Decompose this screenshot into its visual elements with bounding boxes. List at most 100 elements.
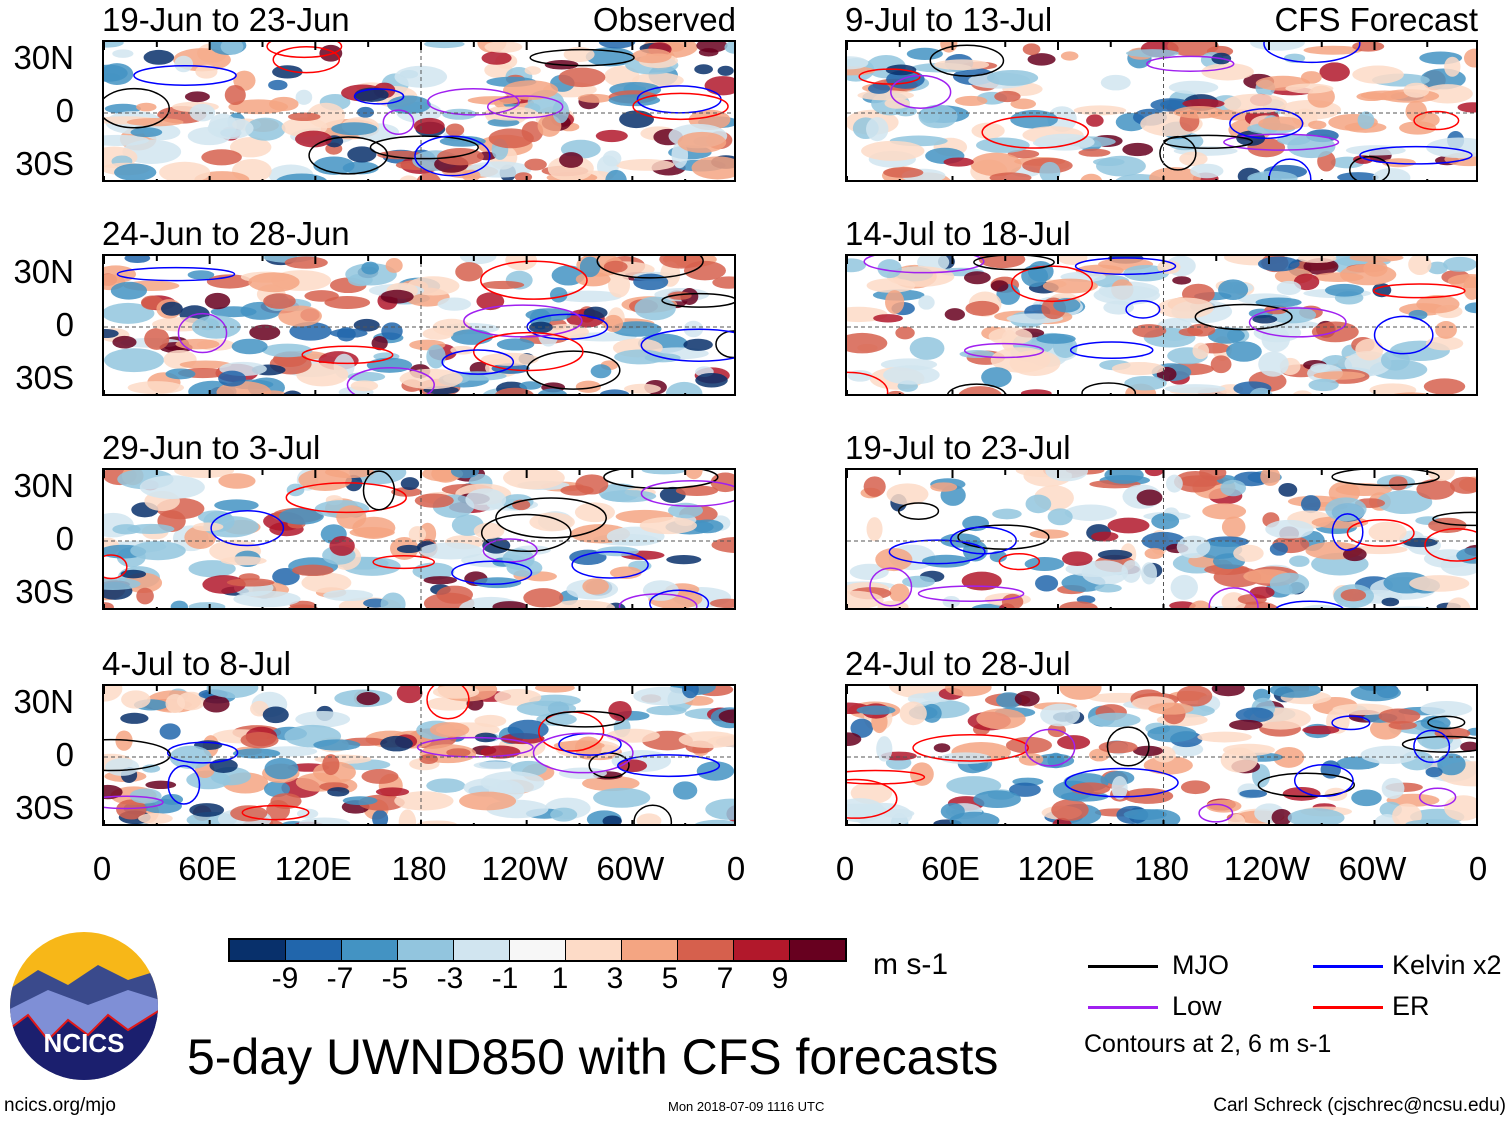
anomaly-patch (1464, 302, 1476, 314)
anomaly-patch (1060, 51, 1079, 61)
anomaly-patch (1228, 813, 1246, 824)
anomaly-patch (847, 332, 888, 354)
anomaly-patch (946, 776, 1002, 796)
anomaly-patch (375, 787, 410, 797)
anomaly-patch (278, 305, 322, 327)
anomaly-patch (1141, 562, 1158, 585)
anomaly-patch (1287, 135, 1336, 159)
colorbar-swatch (342, 940, 398, 960)
anomaly-patch (240, 731, 279, 749)
wave-contour (1373, 315, 1434, 355)
anomaly-patch (1136, 489, 1163, 506)
wave-contour (912, 733, 1029, 762)
anomaly-patch (295, 89, 313, 105)
figure-title: 5-day UWND850 with CFS forecasts (187, 1029, 999, 1085)
anomaly-patch (437, 297, 472, 311)
anomaly-patch (1408, 256, 1432, 276)
anomaly-patch (1460, 741, 1476, 752)
anomaly-patch (863, 476, 886, 497)
anomaly-patch (1122, 142, 1154, 157)
anomaly-patch (1303, 45, 1363, 55)
colorbar (228, 938, 847, 962)
anomaly-patch (188, 560, 236, 578)
anomaly-patch (503, 80, 559, 100)
anomaly-patch (361, 769, 399, 784)
wave-contour (133, 65, 237, 86)
anomaly-patch (1449, 476, 1476, 494)
anomaly-patch (408, 526, 427, 543)
anomaly-patch (204, 292, 231, 310)
anomaly-patch (1143, 755, 1193, 775)
anomaly-patch (847, 803, 887, 817)
footer-url[interactable]: ncics.org/mjo (4, 1095, 116, 1116)
anomaly-patch (143, 49, 175, 65)
anomaly-patch (220, 42, 244, 55)
legend-er-line (1313, 1006, 1383, 1009)
anomaly-patch (218, 473, 256, 489)
anomaly-patch (138, 812, 173, 824)
anomaly-patch (603, 260, 628, 273)
anomaly-patch (459, 791, 517, 811)
anomaly-patch (295, 130, 333, 148)
map-panel (845, 468, 1478, 610)
anomaly-patch (104, 602, 114, 608)
anomaly-patch (882, 808, 915, 819)
anomaly-patch (482, 537, 511, 554)
anomaly-patch (1202, 503, 1247, 520)
wave-contour (632, 92, 729, 121)
anomaly-patch (1040, 703, 1081, 727)
anomaly-patch (1423, 378, 1466, 394)
lon-label: 0 (835, 850, 855, 887)
anomaly-patch (496, 338, 535, 351)
anomaly-patch (304, 290, 339, 302)
anomaly-patch (1124, 375, 1167, 391)
anomaly-patch (602, 150, 622, 167)
lon-label: 0 (726, 850, 746, 887)
anomaly-patch (385, 258, 403, 273)
anomaly-patch (1166, 474, 1183, 493)
anomaly-patch (934, 59, 990, 71)
anomaly-patch (986, 69, 1039, 86)
wave-contour (369, 135, 479, 160)
wave-contour (917, 585, 1025, 602)
anomaly-patch (165, 693, 186, 714)
anomaly-patch (847, 56, 869, 70)
wave-contour (1248, 307, 1347, 338)
anomaly-patch (1233, 544, 1264, 562)
wave-contour (715, 330, 734, 359)
wave-contour (1263, 42, 1361, 64)
anomaly-patch (104, 348, 165, 373)
wave-contour (998, 552, 1041, 571)
anomaly-patch (1376, 490, 1433, 515)
anomaly-patch (1416, 295, 1460, 314)
anomaly-patch (422, 327, 454, 340)
wave-contour (1359, 145, 1473, 165)
anomaly-patch (1269, 542, 1288, 556)
wave-contour (495, 497, 607, 539)
anomaly-patch (1255, 297, 1302, 308)
anomaly-patch (1301, 495, 1321, 514)
anomaly-patch (1051, 799, 1089, 821)
anomaly-patch (413, 117, 445, 135)
anomaly-patch (1250, 42, 1305, 51)
lon-label: 60W (596, 850, 665, 887)
anomaly-patch (329, 328, 368, 338)
anomaly-patch (429, 722, 470, 738)
panel-title: 19-Jun to 23-Jun (102, 1, 350, 38)
anomaly-patch (646, 705, 687, 716)
anomaly-patch (1148, 702, 1194, 715)
anomaly-patch (682, 686, 699, 699)
wave-contour (847, 371, 889, 394)
anomaly-patch (1300, 71, 1322, 84)
anomaly-patch (861, 140, 925, 161)
wave-contour (1293, 763, 1354, 798)
anomaly-patch (1179, 151, 1208, 167)
anomaly-patch (1035, 575, 1059, 592)
anomaly-patch (1201, 63, 1254, 81)
anomaly-patch (1047, 508, 1073, 526)
anomaly-patch (372, 809, 389, 824)
anomaly-patch (159, 161, 211, 180)
panel-title: 9-Jul to 13-Jul (845, 1, 1053, 38)
anomaly-patch (598, 42, 636, 49)
anomaly-patch (1151, 513, 1180, 530)
